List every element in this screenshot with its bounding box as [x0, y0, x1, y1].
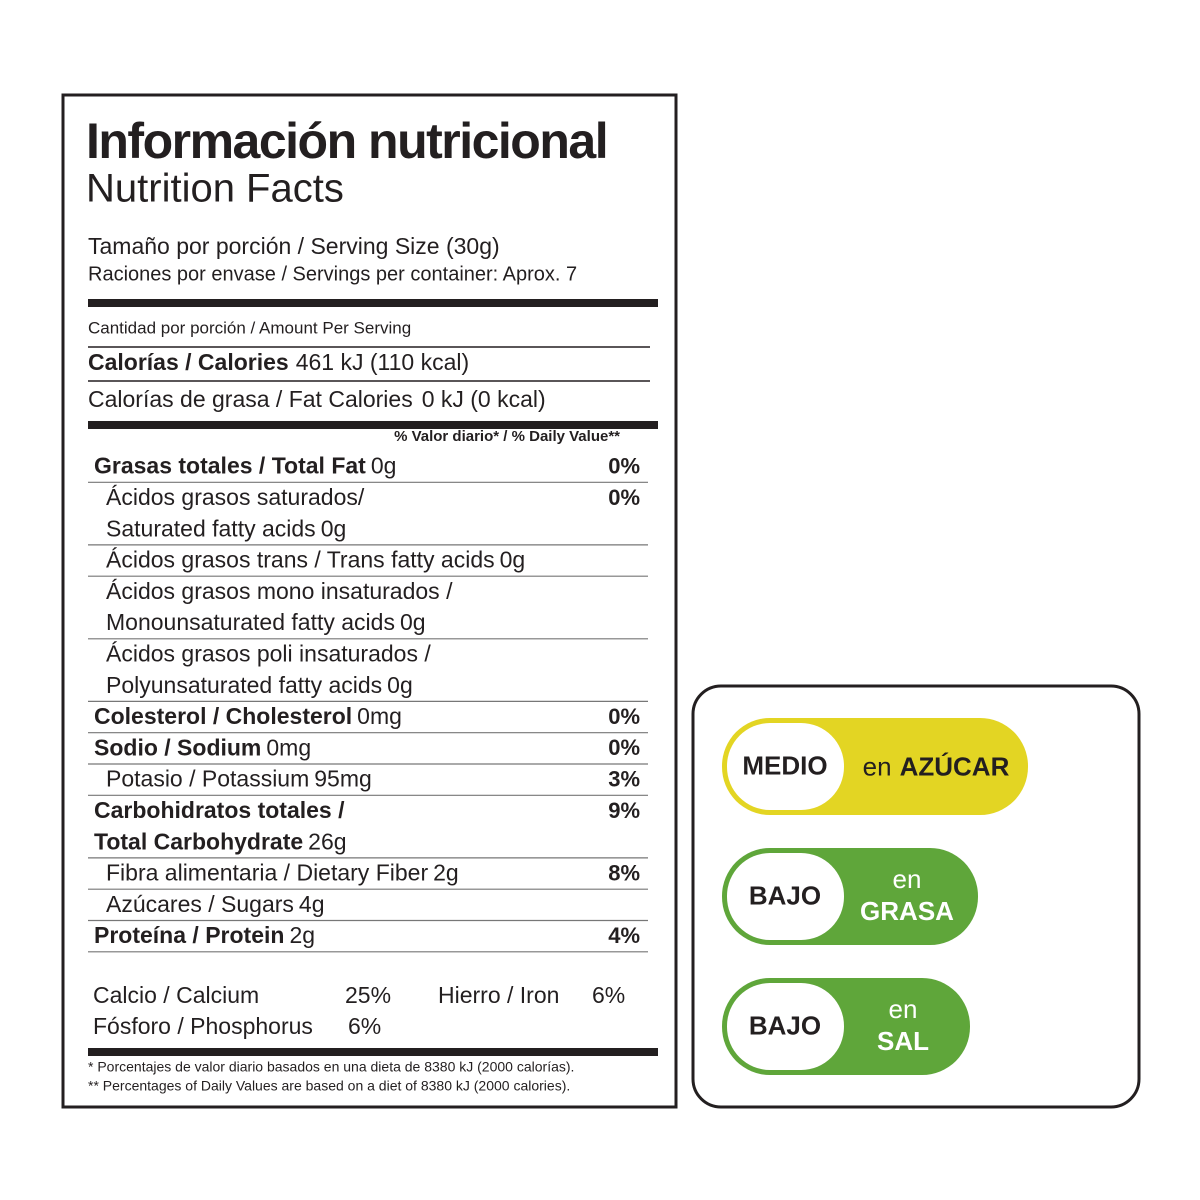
mineral-name: Hierro / Iron: [438, 982, 559, 1008]
daily-value: 8%: [608, 860, 640, 885]
daily-value: 0%: [608, 704, 640, 729]
fat-calories-name: Calorías de grasa / Fat Calories: [88, 386, 413, 412]
daily-value: 0%: [608, 735, 640, 760]
mineral-dv: 6%: [348, 1013, 381, 1039]
mineral-dv: 25%: [345, 982, 391, 1008]
badge-prefix: en: [863, 751, 892, 781]
row-text: Proteína / Protein 2g: [94, 922, 315, 948]
row-text: Ácidos grasos poli insaturados /: [106, 641, 431, 667]
daily-value: 3%: [608, 766, 640, 791]
row-text: Sodio / Sodium 0mg: [94, 734, 311, 760]
nutrient-name: Grasas totales / Total Fat: [94, 453, 366, 479]
row-text: Azúcares / Sugars 4g: [106, 891, 325, 917]
nutrient-name: Saturated fatty acids: [106, 515, 316, 541]
thick-rule: [88, 421, 658, 429]
badge-nutrient: SAL: [877, 1026, 929, 1056]
row-text: Ácidos grasos trans / Trans fatty acids 0…: [106, 547, 525, 573]
badge-prefix: en: [893, 864, 922, 894]
nutrient-name: Ácidos grasos poli insaturados /: [106, 641, 431, 667]
nutrient-amount: 0g: [400, 609, 426, 635]
nutrient-amount: 0g: [500, 547, 526, 573]
daily-value: 0%: [608, 453, 640, 478]
badge-prefix: en: [889, 994, 918, 1024]
row-text: Fibra alimentaria / Dietary Fiber 2g: [106, 860, 459, 886]
title: Información nutricional: [86, 113, 607, 169]
nutrient-amount: 0g: [321, 515, 347, 541]
footnote: * Porcentajes de valor diario basados en…: [88, 1059, 574, 1075]
nutrient-name: Carbohidratos totales /: [94, 797, 345, 823]
mineral-dv: 6%: [592, 982, 625, 1008]
mineral-name: Calcio / Calcium: [93, 982, 259, 1008]
badge-level-pill: [727, 853, 844, 940]
nutrient-name: Sodio / Sodium: [94, 734, 261, 760]
calories: Calorías / Calories 461 kJ (110 kcal): [88, 349, 469, 375]
amount-header: Cantidad por porción / Amount Per Servin…: [88, 318, 411, 337]
row-text: Total Carbohydrate 26g: [94, 828, 347, 854]
row-text: Saturated fatty acids 0g: [106, 515, 346, 541]
nutrient-amount: 0mg: [266, 734, 311, 760]
thick-rule: [88, 299, 658, 307]
nutrient-name: Ácidos grasos saturados/: [106, 484, 365, 510]
label-frame: [61, 93, 678, 1109]
nutrient-name: Colesterol / Cholesterol: [94, 703, 352, 729]
nutrient-amount: 2g: [433, 860, 459, 886]
serving-size: Tamaño por porción / Serving Size (30g): [88, 233, 500, 259]
badge-level: BAJO: [749, 880, 821, 910]
row-text: Colesterol / Cholesterol 0mg: [94, 703, 402, 729]
nutrient-name: Potasio / Potassium: [106, 766, 309, 792]
nutrient-name: Total Carbohydrate: [94, 828, 303, 854]
row-text: Grasas totales / Total Fat 0g: [94, 453, 396, 479]
fat-calories: Calorías de grasa / Fat Calories 0 kJ (0 …: [88, 386, 546, 412]
footnote: ** Percentages of Daily Values are based…: [88, 1078, 570, 1094]
row-text: Potasio / Potassium 95mg: [106, 766, 372, 792]
badge-level: MEDIO: [742, 750, 827, 780]
nutrient-amount: 26g: [308, 828, 346, 854]
nutrient-name: Fibra alimentaria / Dietary Fiber: [106, 860, 428, 886]
calories-amount: 461 kJ (110 kcal): [296, 349, 469, 375]
row-text: Ácidos grasos mono insaturados /: [106, 578, 453, 604]
badge-level: BAJO: [749, 1010, 821, 1040]
subtitle: Nutrition Facts: [86, 167, 344, 211]
dv-header: % Valor diario* / % Daily Value**: [394, 428, 620, 445]
fat-calories-amount: 0 kJ (0 kcal): [422, 386, 546, 412]
nutrient-amount: 4g: [299, 891, 325, 917]
daily-value: 4%: [608, 923, 640, 948]
daily-value: 9%: [608, 798, 640, 823]
nutrient-name: Proteína / Protein: [94, 922, 284, 948]
thick-rule: [88, 1048, 658, 1056]
row-text: Ácidos grasos saturados/: [106, 484, 365, 510]
nutrient-name: Azúcares / Sugars: [106, 891, 294, 917]
daily-value: 0%: [608, 485, 640, 510]
nutrient-name: Polyunsaturated fatty acids: [106, 672, 382, 698]
servings: Raciones por envase / Servings per conta…: [88, 263, 577, 285]
nutrient-amount: 2g: [289, 922, 315, 948]
nutrient-amount: 0mg: [357, 703, 402, 729]
calories-name: Calorías / Calories: [88, 349, 289, 375]
row-text: Polyunsaturated fatty acids 0g: [106, 672, 413, 698]
badge-level-pill: [727, 983, 844, 1070]
badge-text: en AZÚCAR: [863, 751, 1010, 781]
badge-level-pill: [727, 723, 844, 810]
mineral-name: Fósforo / Phosphorus: [93, 1013, 313, 1039]
badge-nutrient: GRASA: [860, 896, 954, 926]
nutrient-name: Monounsaturated fatty acids: [106, 609, 395, 635]
nutrient-name: Ácidos grasos mono insaturados /: [106, 578, 453, 604]
nutrient-name: Ácidos grasos trans / Trans fatty acids: [106, 547, 495, 573]
nutrient-amount: 0g: [371, 453, 397, 479]
row-text: Carbohidratos totales /: [94, 797, 345, 823]
nutrient-amount: 0g: [387, 672, 413, 698]
badge-nutrient: AZÚCAR: [900, 751, 1010, 781]
nutrient-amount: 95mg: [314, 766, 372, 792]
row-text: Monounsaturated fatty acids 0g: [106, 609, 426, 635]
